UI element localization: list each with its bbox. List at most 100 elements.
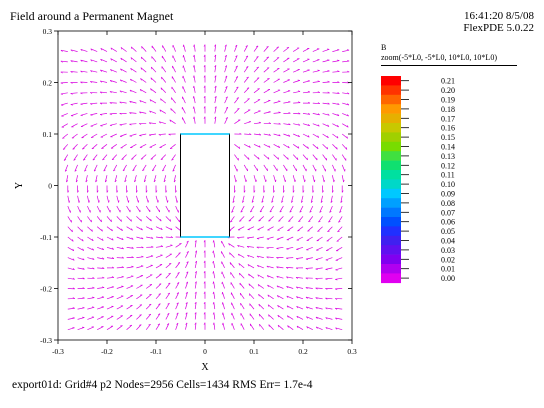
field-arrow-head <box>286 267 289 269</box>
field-arrow-head <box>203 301 206 305</box>
field-arrow <box>155 254 163 258</box>
field-arrow <box>296 315 304 320</box>
field-arrow-head <box>286 257 289 260</box>
field-arrow <box>266 256 274 258</box>
field-arrow <box>221 261 225 269</box>
field-arrow <box>312 81 320 83</box>
field-arrow-head <box>281 200 284 203</box>
field-arrow <box>106 315 114 320</box>
field-arrow <box>171 154 176 161</box>
field-arrow <box>276 246 284 249</box>
field-arrow <box>322 133 329 139</box>
field-arrow-head <box>168 133 171 136</box>
field-arrow <box>101 144 108 149</box>
field-arrow <box>149 122 157 125</box>
field-arrow <box>126 205 131 213</box>
field-arrow-head <box>109 91 112 94</box>
field-arrow <box>342 92 350 95</box>
field-arrow <box>155 205 161 213</box>
field-arrow-head <box>214 54 217 57</box>
field-arrow-head <box>92 257 95 260</box>
field-arrow <box>119 101 127 104</box>
field-arrow <box>74 164 78 172</box>
field-arrow <box>140 154 147 160</box>
field-arrow <box>185 302 188 310</box>
colorbar: 0.210.200.190.180.170.160.150.140.130.12… <box>381 76 455 284</box>
field-arrow-head <box>70 104 73 106</box>
field-arrow-head <box>129 101 132 104</box>
field-arrow-head <box>235 76 239 78</box>
field-arrow-head <box>288 145 290 149</box>
field-arrow <box>296 296 304 300</box>
colorbar-label: 0.17 <box>441 114 455 123</box>
field-arrow-head <box>111 247 114 250</box>
field-arrow-head <box>102 276 105 279</box>
field-arrow <box>312 175 315 183</box>
field-arrow-head <box>222 312 224 315</box>
field-arrow-head <box>172 169 175 172</box>
field-arrow-head <box>66 180 69 183</box>
field-arrow-head <box>80 70 83 73</box>
field-arrow-head <box>307 90 311 93</box>
field-arrow-head <box>70 49 73 52</box>
field-arrow <box>62 133 69 139</box>
x-tick-label: 0.1 <box>249 347 259 356</box>
field-arrow <box>67 327 75 331</box>
field-arrow <box>185 271 189 279</box>
field-arrow-head <box>277 315 280 318</box>
field-arrow-head <box>91 238 94 241</box>
field-arrow-head <box>158 303 161 305</box>
field-arrow <box>97 236 104 241</box>
field-arrow <box>231 323 235 330</box>
field-arrow <box>335 257 343 261</box>
field-arrow-head <box>192 106 195 109</box>
field-arrow-head <box>92 277 95 279</box>
field-arrow <box>194 260 197 268</box>
field-arrow <box>258 313 265 320</box>
field-arrow-head <box>203 106 206 109</box>
field-arrow <box>80 102 88 105</box>
field-arrow-head <box>102 158 105 161</box>
field-arrow <box>237 226 245 231</box>
field-arrow-head <box>267 304 270 307</box>
field-arrow <box>229 252 235 258</box>
field-arrow-head <box>287 325 289 328</box>
field-arrow-head <box>278 122 281 125</box>
field-arrow <box>276 266 284 269</box>
field-arrow-head <box>339 210 342 213</box>
field-arrow-head <box>82 267 85 270</box>
field-arrow-head <box>80 103 83 106</box>
field-arrow <box>165 216 171 222</box>
field-arrow <box>146 264 153 269</box>
field-arrow <box>136 304 143 310</box>
colorbar-swatch <box>381 170 401 180</box>
field-arrow <box>171 86 176 93</box>
field-arrow-head <box>323 179 326 183</box>
field-arrow <box>87 216 92 223</box>
field-arrow-head <box>214 75 217 78</box>
field-arrow-head <box>131 158 134 160</box>
field-arrow <box>342 113 349 117</box>
field-arrow-head <box>158 121 161 124</box>
field-arrow <box>170 108 176 114</box>
field-arrow <box>293 47 300 52</box>
field-arrow <box>165 282 171 289</box>
field-arrow-head <box>148 134 152 137</box>
field-arrow <box>263 164 268 171</box>
field-arrow-head <box>130 68 132 71</box>
field-arrow <box>302 164 307 172</box>
field-arrow <box>136 324 142 330</box>
field-arrow <box>66 175 69 183</box>
field-arrow <box>337 226 343 233</box>
field-arrow <box>97 267 105 269</box>
field-arrow-head <box>277 305 279 308</box>
field-arrow <box>319 205 323 213</box>
field-arrow <box>332 102 340 105</box>
field-arrow <box>129 89 137 94</box>
field-arrow-head <box>121 237 124 240</box>
field-arrow-head <box>68 200 71 203</box>
field-arrow-head <box>121 158 124 160</box>
colorbar-swatch <box>381 264 401 274</box>
field-arrow <box>77 297 85 300</box>
field-arrow-head <box>259 210 263 213</box>
